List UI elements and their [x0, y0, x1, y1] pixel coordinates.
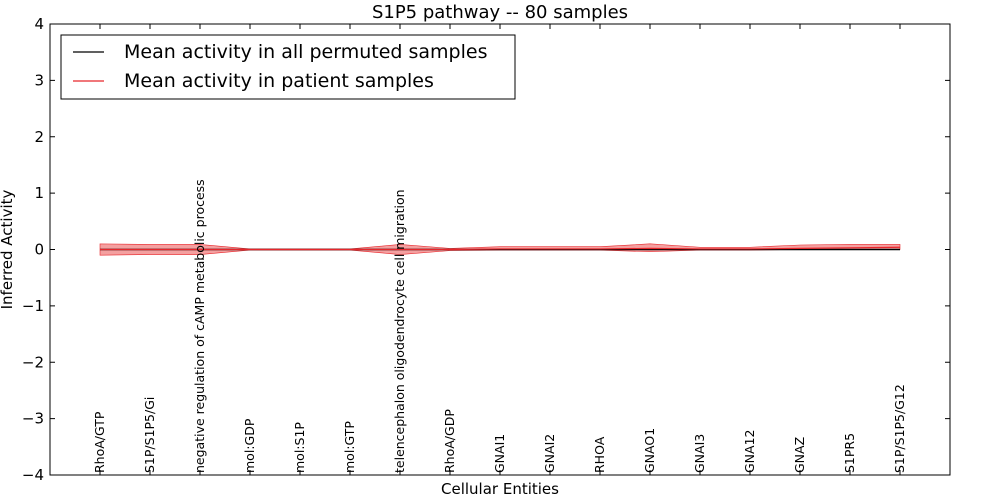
category-label-layer: RhoA/GTP S1P/S1P5/Gi negative regulation o…: [92, 179, 907, 473]
y-tick-label: −4: [22, 466, 44, 484]
category-label: mol:GTP: [342, 421, 357, 473]
legend: Mean activity in all permuted samples Me…: [60, 34, 516, 100]
category-label: S1P/S1P5/G12: [892, 384, 907, 473]
category-label: negative regulation of cAMP metabolic pr…: [192, 179, 207, 473]
category-label: RhoA/GTP: [92, 411, 107, 473]
legend-label-patient: Mean activity in patient samples: [124, 70, 434, 92]
category-label: GNAZ: [792, 437, 807, 473]
y-tick-label: 2: [34, 128, 44, 146]
category-label: mol:S1P: [292, 422, 307, 473]
category-label: GNAI3: [692, 434, 707, 473]
legend-label-permuted: Mean activity in all permuted samples: [124, 41, 487, 63]
y-tick-label: −2: [22, 353, 44, 371]
category-label: RhoA/GDP: [442, 409, 457, 473]
y-tick-label: 0: [34, 241, 44, 259]
category-label: GNAO1: [642, 428, 657, 473]
y-tick-label: −3: [22, 410, 44, 428]
category-label: telencephalon oligodendrocyte cell migra…: [392, 189, 407, 473]
y-tick-label: −1: [22, 297, 44, 315]
x-axis-label: Cellular Entities: [441, 480, 559, 498]
category-label: GNA12: [742, 430, 757, 474]
y-tick-label: 3: [34, 71, 44, 89]
category-label: S1PR5: [842, 433, 857, 473]
patient-mean-line: [100, 246, 901, 251]
chart-title: S1P5 pathway -- 80 samples: [372, 2, 628, 23]
y-tick-label: 1: [34, 184, 44, 202]
category-label: GNAI2: [542, 434, 557, 473]
category-label: GNAI1: [492, 434, 507, 473]
category-label: mol:GDP: [242, 418, 257, 473]
y-axis: 4 3 2 1 0 −1 −2 −3 −4: [22, 15, 950, 484]
category-label: S1P/S1P5/Gi: [142, 397, 157, 473]
series-layer: [100, 246, 901, 251]
y-tick-label: 4: [34, 15, 44, 33]
category-label: RHOA: [592, 436, 607, 473]
y-axis-label: Inferred Activity: [0, 189, 16, 309]
legend-box: [60, 34, 516, 100]
